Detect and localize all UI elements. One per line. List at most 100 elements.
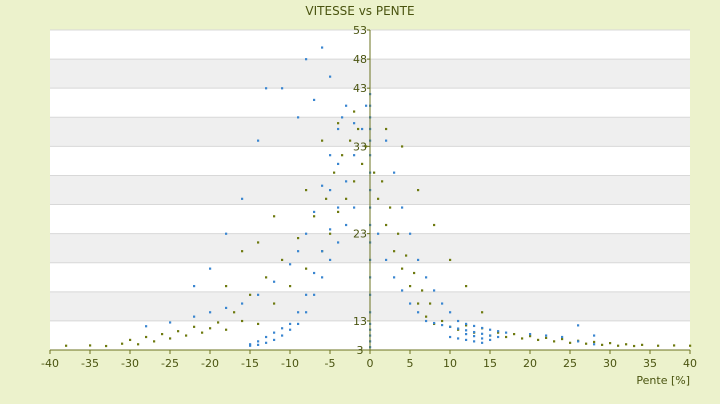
data-point [473, 335, 476, 338]
data-point [357, 127, 360, 131]
x-tick-label: 35 [643, 357, 657, 370]
data-point [161, 333, 164, 336]
x-tick-label: 10 [443, 357, 457, 370]
data-points [65, 46, 692, 349]
data-point [409, 285, 412, 288]
y-tick-label: 48 [353, 53, 367, 66]
data-point [201, 331, 204, 334]
data-point [337, 210, 340, 214]
data-point [497, 331, 500, 334]
data-point [265, 87, 268, 90]
data-point [225, 285, 228, 288]
data-point [305, 311, 308, 314]
data-point [377, 197, 380, 200]
data-point [449, 335, 452, 339]
data-point [217, 321, 220, 324]
data-point [225, 232, 228, 235]
data-point [273, 302, 276, 305]
data-point [257, 343, 260, 346]
x-tick-label: 5 [407, 357, 414, 370]
data-point [129, 338, 132, 342]
data-point [169, 337, 172, 340]
data-point [265, 341, 268, 344]
data-point [529, 335, 532, 338]
x-tick-label: -15 [241, 357, 259, 370]
data-point [349, 139, 352, 142]
data-point [209, 267, 212, 270]
data-point [89, 344, 92, 347]
data-point [481, 337, 484, 340]
data-point [633, 344, 636, 348]
chart-title: VITESSE vs PENTE [305, 4, 414, 18]
data-point [329, 232, 332, 235]
data-point [569, 341, 572, 344]
data-point [577, 340, 580, 343]
data-point [329, 154, 332, 157]
data-point [481, 341, 484, 344]
data-point [457, 337, 460, 340]
y-tick-label: 53 [353, 24, 367, 37]
data-point [529, 333, 532, 336]
x-tick-label: -20 [201, 357, 219, 370]
data-point [433, 321, 436, 325]
data-point [465, 322, 468, 326]
data-point [497, 330, 500, 333]
data-point [329, 75, 332, 78]
data-point [257, 241, 260, 244]
data-point [433, 289, 436, 292]
data-point [401, 289, 404, 292]
data-point [297, 237, 300, 240]
data-point [449, 258, 452, 262]
data-point [401, 267, 404, 270]
data-point [305, 293, 308, 296]
y-tick-label: 23 [353, 228, 367, 241]
data-point [385, 258, 388, 262]
data-point [273, 215, 276, 218]
data-point [365, 104, 368, 107]
data-point [465, 338, 468, 342]
data-point [345, 180, 348, 183]
data-point [397, 232, 400, 235]
data-point [473, 330, 476, 334]
y-tick-label: 3 [357, 344, 364, 357]
data-point [345, 104, 348, 107]
data-point [105, 344, 108, 348]
data-point [305, 232, 308, 235]
data-point [257, 340, 260, 343]
data-point [297, 311, 300, 314]
data-point [169, 321, 172, 324]
data-point [225, 306, 228, 310]
data-point [593, 334, 596, 337]
data-point [353, 122, 356, 125]
data-point [193, 325, 196, 328]
data-point [341, 116, 344, 119]
data-point [489, 334, 492, 337]
data-point [241, 250, 244, 253]
data-point [265, 335, 268, 339]
data-point [417, 302, 420, 305]
data-point [273, 280, 276, 283]
data-point [257, 293, 260, 296]
data-point [425, 319, 428, 323]
data-point [673, 344, 676, 347]
data-point [329, 228, 332, 231]
data-point [177, 330, 180, 333]
data-point [457, 327, 460, 330]
data-point [421, 289, 424, 292]
data-point [373, 171, 376, 174]
data-point [281, 258, 284, 262]
data-point [321, 46, 324, 49]
data-point [321, 276, 324, 279]
data-point [601, 343, 604, 346]
data-point [325, 197, 328, 200]
data-point [449, 325, 452, 328]
data-point [465, 285, 468, 288]
data-point [449, 311, 452, 314]
data-point [321, 250, 324, 253]
data-point [465, 324, 468, 327]
data-point [381, 180, 384, 183]
data-point [345, 197, 348, 200]
data-point [345, 223, 348, 227]
data-point [209, 327, 212, 330]
x-tick-label: 30 [603, 357, 617, 370]
